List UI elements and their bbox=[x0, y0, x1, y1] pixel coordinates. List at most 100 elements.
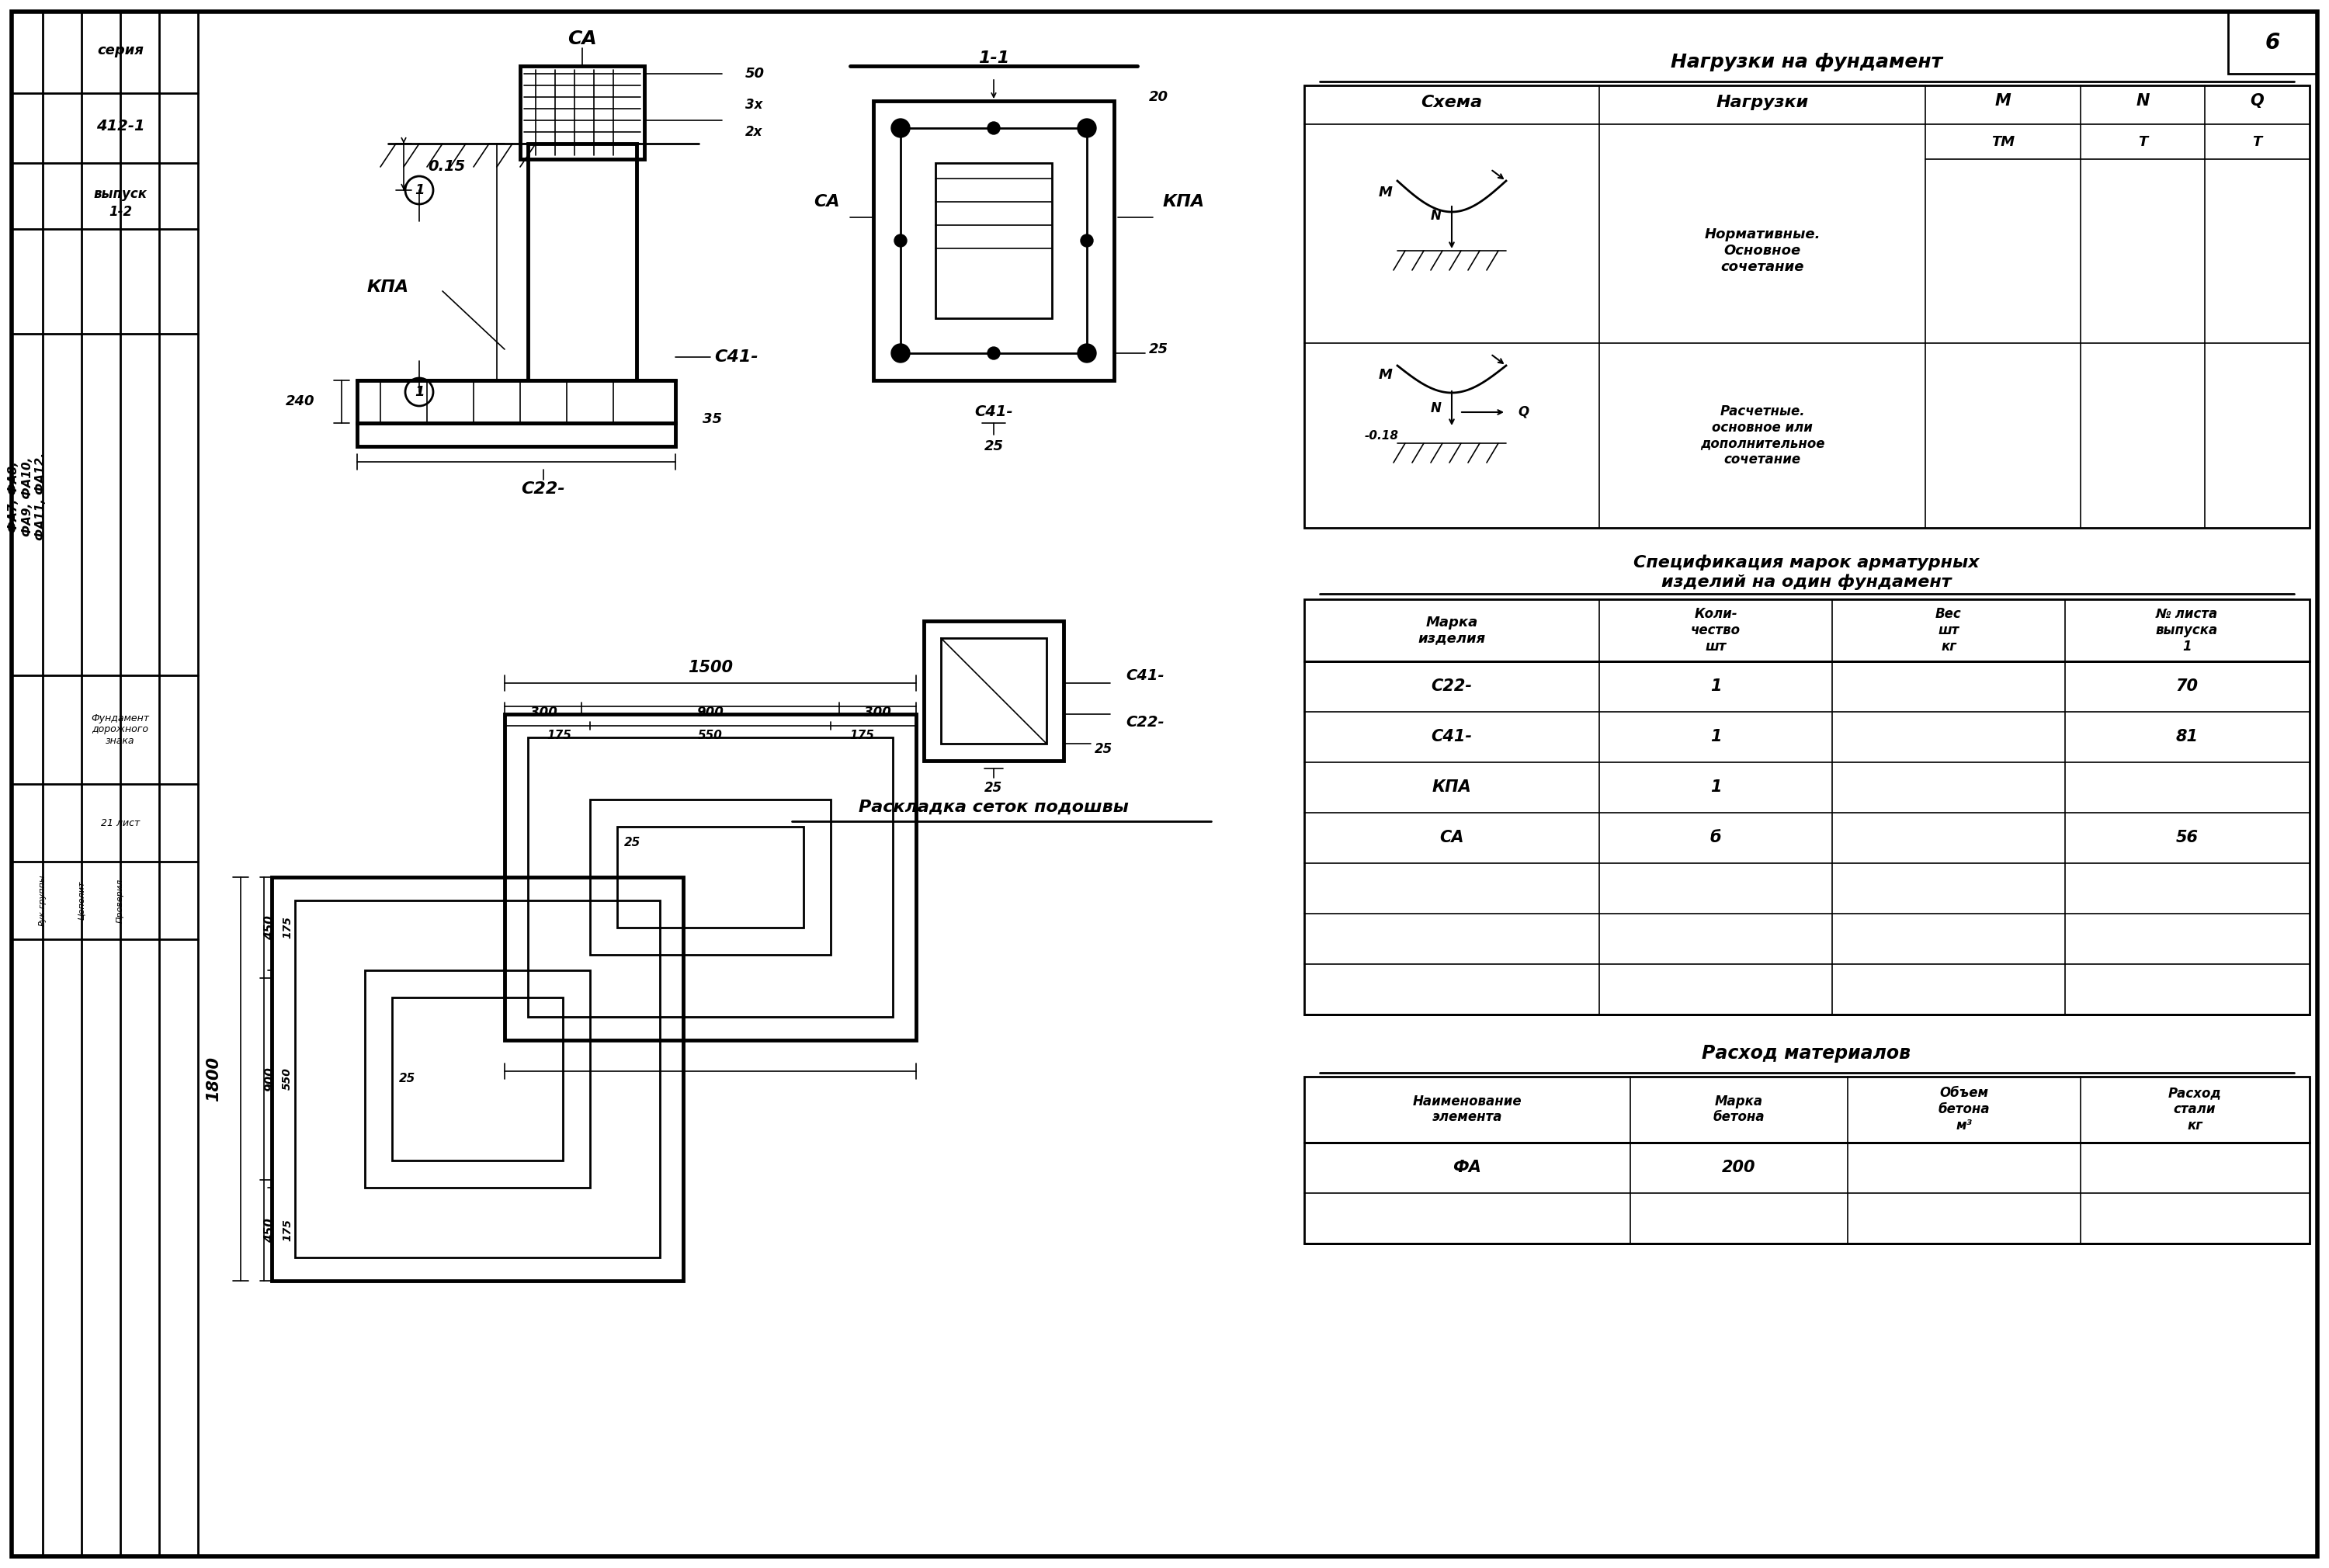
Text: Вес
шт
кг: Вес шт кг bbox=[1935, 607, 1961, 654]
Text: 1: 1 bbox=[415, 183, 424, 198]
Text: N: N bbox=[1430, 401, 1442, 416]
Text: 35: 35 bbox=[703, 412, 722, 426]
Text: Цепелит: Цепелит bbox=[77, 881, 86, 920]
Bar bbox=[519, 66, 645, 158]
Circle shape bbox=[894, 122, 906, 135]
Bar bbox=[617, 826, 804, 928]
Text: 0.15: 0.15 bbox=[429, 160, 466, 174]
Circle shape bbox=[1081, 122, 1092, 135]
Text: выпуск: выпуск bbox=[93, 187, 147, 201]
Circle shape bbox=[1081, 122, 1092, 135]
Text: 50: 50 bbox=[745, 67, 764, 80]
Text: СА: СА bbox=[568, 30, 596, 49]
Bar bbox=[356, 381, 675, 423]
Text: M: M bbox=[1379, 368, 1393, 383]
Text: Проверил: Проверил bbox=[116, 878, 123, 922]
Text: Нагрузки: Нагрузки bbox=[1716, 94, 1810, 110]
Text: Марка
бетона: Марка бетона bbox=[1714, 1094, 1765, 1124]
Bar bbox=[1304, 1143, 2310, 1243]
Text: 1: 1 bbox=[1709, 679, 1721, 695]
Text: С22-: С22- bbox=[1125, 715, 1164, 729]
Text: 2х: 2х bbox=[745, 125, 762, 140]
Text: 1: 1 bbox=[415, 386, 424, 398]
Text: № листа
выпуска
1: № листа выпуска 1 bbox=[2157, 607, 2217, 654]
Text: Расход
стали
кг: Расход стали кг bbox=[2168, 1087, 2222, 1132]
Text: С22-: С22- bbox=[522, 481, 566, 497]
Bar bbox=[2229, 11, 2317, 74]
Text: Нагрузки на фундамент: Нагрузки на фундамент bbox=[1670, 53, 1942, 72]
Bar bbox=[936, 163, 1053, 318]
Text: Т: Т bbox=[2252, 135, 2261, 149]
Bar bbox=[529, 737, 892, 1018]
Bar bbox=[873, 100, 1113, 381]
Circle shape bbox=[892, 119, 911, 138]
Bar bbox=[901, 129, 1088, 353]
Text: Наименование
элемента: Наименование элемента bbox=[1414, 1094, 1521, 1124]
Text: 550: 550 bbox=[282, 1068, 293, 1090]
Circle shape bbox=[1081, 235, 1092, 246]
Text: Нормативные.
Основное
сочетание: Нормативные. Основное сочетание bbox=[1705, 227, 1821, 274]
Text: Q: Q bbox=[1519, 405, 1528, 419]
Bar bbox=[1304, 1077, 2310, 1143]
Text: 25: 25 bbox=[624, 836, 640, 848]
Circle shape bbox=[1078, 343, 1097, 362]
Text: Q: Q bbox=[2250, 93, 2264, 108]
Text: Спецификация марок арматурных: Спецификация марок арматурных bbox=[1633, 555, 1980, 571]
Text: 450: 450 bbox=[263, 916, 275, 939]
Text: Схема: Схема bbox=[1421, 94, 1484, 110]
Text: 3х: 3х bbox=[745, 97, 762, 111]
Text: 175: 175 bbox=[850, 731, 873, 742]
Circle shape bbox=[894, 347, 906, 359]
Text: 175: 175 bbox=[282, 916, 293, 939]
Text: ФА: ФА bbox=[1453, 1160, 1481, 1176]
Bar bbox=[1304, 662, 2310, 1014]
Text: С41-: С41- bbox=[1430, 729, 1472, 745]
Text: М: М bbox=[1996, 93, 2010, 108]
Text: 1: 1 bbox=[1709, 779, 1721, 795]
Bar bbox=[356, 423, 675, 447]
Circle shape bbox=[1078, 119, 1097, 138]
Text: Фундамент
дорожного
знака: Фундамент дорожного знака bbox=[91, 713, 149, 746]
Text: -0.18: -0.18 bbox=[1365, 430, 1400, 441]
Circle shape bbox=[892, 343, 911, 362]
Text: СА: СА bbox=[1439, 829, 1465, 845]
Text: 1500: 1500 bbox=[687, 660, 734, 676]
Text: С41-: С41- bbox=[974, 405, 1013, 419]
Bar bbox=[366, 971, 589, 1187]
Text: 900: 900 bbox=[263, 1066, 275, 1091]
Circle shape bbox=[1081, 347, 1092, 359]
Circle shape bbox=[894, 122, 906, 135]
Text: С22-: С22- bbox=[1430, 679, 1472, 695]
Text: 81: 81 bbox=[2175, 729, 2199, 745]
Text: 450: 450 bbox=[263, 1218, 275, 1243]
Bar bbox=[296, 900, 659, 1258]
Text: 25: 25 bbox=[985, 781, 1004, 795]
Bar bbox=[1304, 85, 2310, 528]
Text: 56: 56 bbox=[2175, 829, 2199, 845]
Text: 175: 175 bbox=[547, 731, 571, 742]
Text: Рук.группы: Рук.группы bbox=[40, 875, 47, 927]
Text: 20: 20 bbox=[1148, 89, 1169, 103]
Text: С41-: С41- bbox=[715, 350, 759, 365]
Text: 300: 300 bbox=[531, 706, 557, 720]
Circle shape bbox=[894, 347, 906, 359]
Text: 900: 900 bbox=[696, 706, 724, 720]
Text: N: N bbox=[1430, 209, 1442, 223]
Bar bbox=[391, 997, 564, 1160]
Text: 200: 200 bbox=[1721, 1160, 1756, 1176]
Text: N: N bbox=[2136, 93, 2150, 108]
Text: КПА: КПА bbox=[1162, 194, 1204, 210]
Text: ФА7, ФА8,
ФА9, ФА10,
ФА11, ФА12.: ФА7, ФА8, ФА9, ФА10, ФА11, ФА12. bbox=[7, 453, 47, 541]
Circle shape bbox=[987, 347, 999, 359]
Text: КПА: КПА bbox=[368, 279, 410, 295]
Text: 1-1: 1-1 bbox=[978, 50, 1008, 66]
Bar bbox=[505, 713, 915, 1040]
Text: 1-2: 1-2 bbox=[109, 205, 133, 220]
Circle shape bbox=[987, 122, 999, 135]
Text: С41-: С41- bbox=[1125, 668, 1164, 682]
Text: 1800: 1800 bbox=[205, 1057, 221, 1101]
Text: СА: СА bbox=[813, 194, 841, 210]
Text: КПА: КПА bbox=[1432, 779, 1472, 795]
Circle shape bbox=[1081, 347, 1092, 359]
Text: 550: 550 bbox=[699, 731, 722, 742]
